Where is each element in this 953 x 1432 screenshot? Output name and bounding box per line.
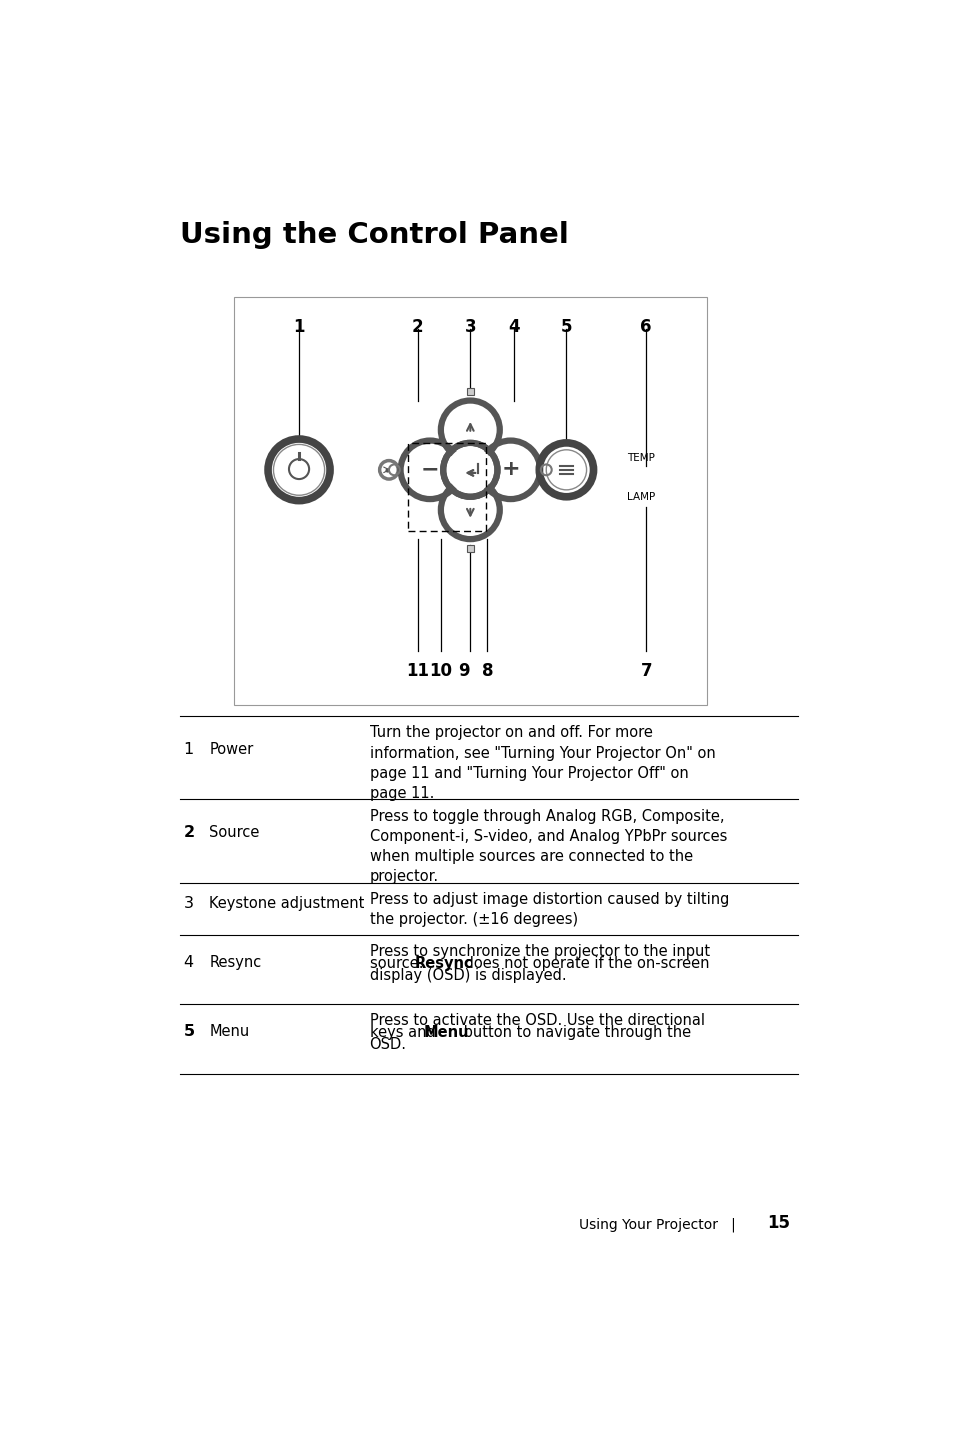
Text: Menu: Menu (209, 1024, 249, 1040)
Text: 8: 8 (481, 663, 493, 680)
Text: 15: 15 (766, 1214, 790, 1232)
Text: 2: 2 (183, 825, 194, 841)
Text: does not operate if the on-screen: does not operate if the on-screen (459, 957, 709, 971)
Text: 7: 7 (639, 663, 652, 680)
Text: Keystone adjustment: Keystone adjustment (209, 896, 364, 911)
Text: Press to toggle through Analog RGB, Composite,
Component-i, S-video, and Analog : Press to toggle through Analog RGB, Comp… (369, 809, 726, 884)
Text: 4: 4 (183, 955, 193, 969)
Text: TEMP: TEMP (626, 454, 654, 464)
Bar (466, 546, 474, 551)
Text: Press to activate the OSD. Use the directional: Press to activate the OSD. Use the direc… (369, 1014, 704, 1028)
Text: 6: 6 (639, 318, 651, 337)
Text: OSD.: OSD. (369, 1037, 406, 1053)
Text: Resync: Resync (415, 957, 473, 971)
Text: Turn the projector on and off. For more
information, see "Turning Your Projector: Turn the projector on and off. For more … (369, 726, 715, 800)
Text: 5: 5 (560, 318, 572, 337)
Bar (466, 455, 494, 484)
Bar (466, 388, 474, 395)
Text: button to navigate through the: button to navigate through the (459, 1025, 691, 1041)
Text: Press to synchronize the projector to the input: Press to synchronize the projector to th… (369, 944, 709, 959)
Text: 3: 3 (464, 318, 476, 337)
Text: source.: source. (369, 957, 427, 971)
Text: 9: 9 (457, 663, 470, 680)
Text: Using the Control Panel: Using the Control Panel (179, 221, 568, 249)
Circle shape (447, 447, 493, 493)
Text: Press to adjust image distortion caused by tilting
the projector. (±16 degrees): Press to adjust image distortion caused … (369, 892, 728, 927)
Text: 4: 4 (508, 318, 519, 337)
Bar (456, 465, 484, 494)
Text: Power: Power (209, 742, 253, 758)
Text: LAMP: LAMP (626, 491, 655, 501)
Text: keys and: keys and (369, 1025, 439, 1041)
Text: 10: 10 (429, 663, 452, 680)
Text: Source: Source (209, 825, 259, 841)
Text: −: − (420, 460, 439, 480)
Bar (446, 455, 474, 484)
Text: 11: 11 (406, 663, 429, 680)
Text: display (OSD) is displayed.: display (OSD) is displayed. (369, 968, 566, 982)
Bar (408, 442, 485, 531)
Text: 1: 1 (293, 318, 304, 337)
Text: Resync: Resync (209, 955, 261, 969)
Bar (456, 445, 484, 474)
Text: 5: 5 (183, 1024, 194, 1040)
Bar (233, 296, 706, 705)
Text: 3: 3 (183, 896, 193, 911)
Text: Using Your Projector   |: Using Your Projector | (578, 1217, 736, 1232)
Text: 2: 2 (412, 318, 423, 337)
Text: 1: 1 (183, 742, 193, 758)
Text: Menu: Menu (424, 1025, 469, 1041)
Text: +: + (500, 460, 519, 480)
